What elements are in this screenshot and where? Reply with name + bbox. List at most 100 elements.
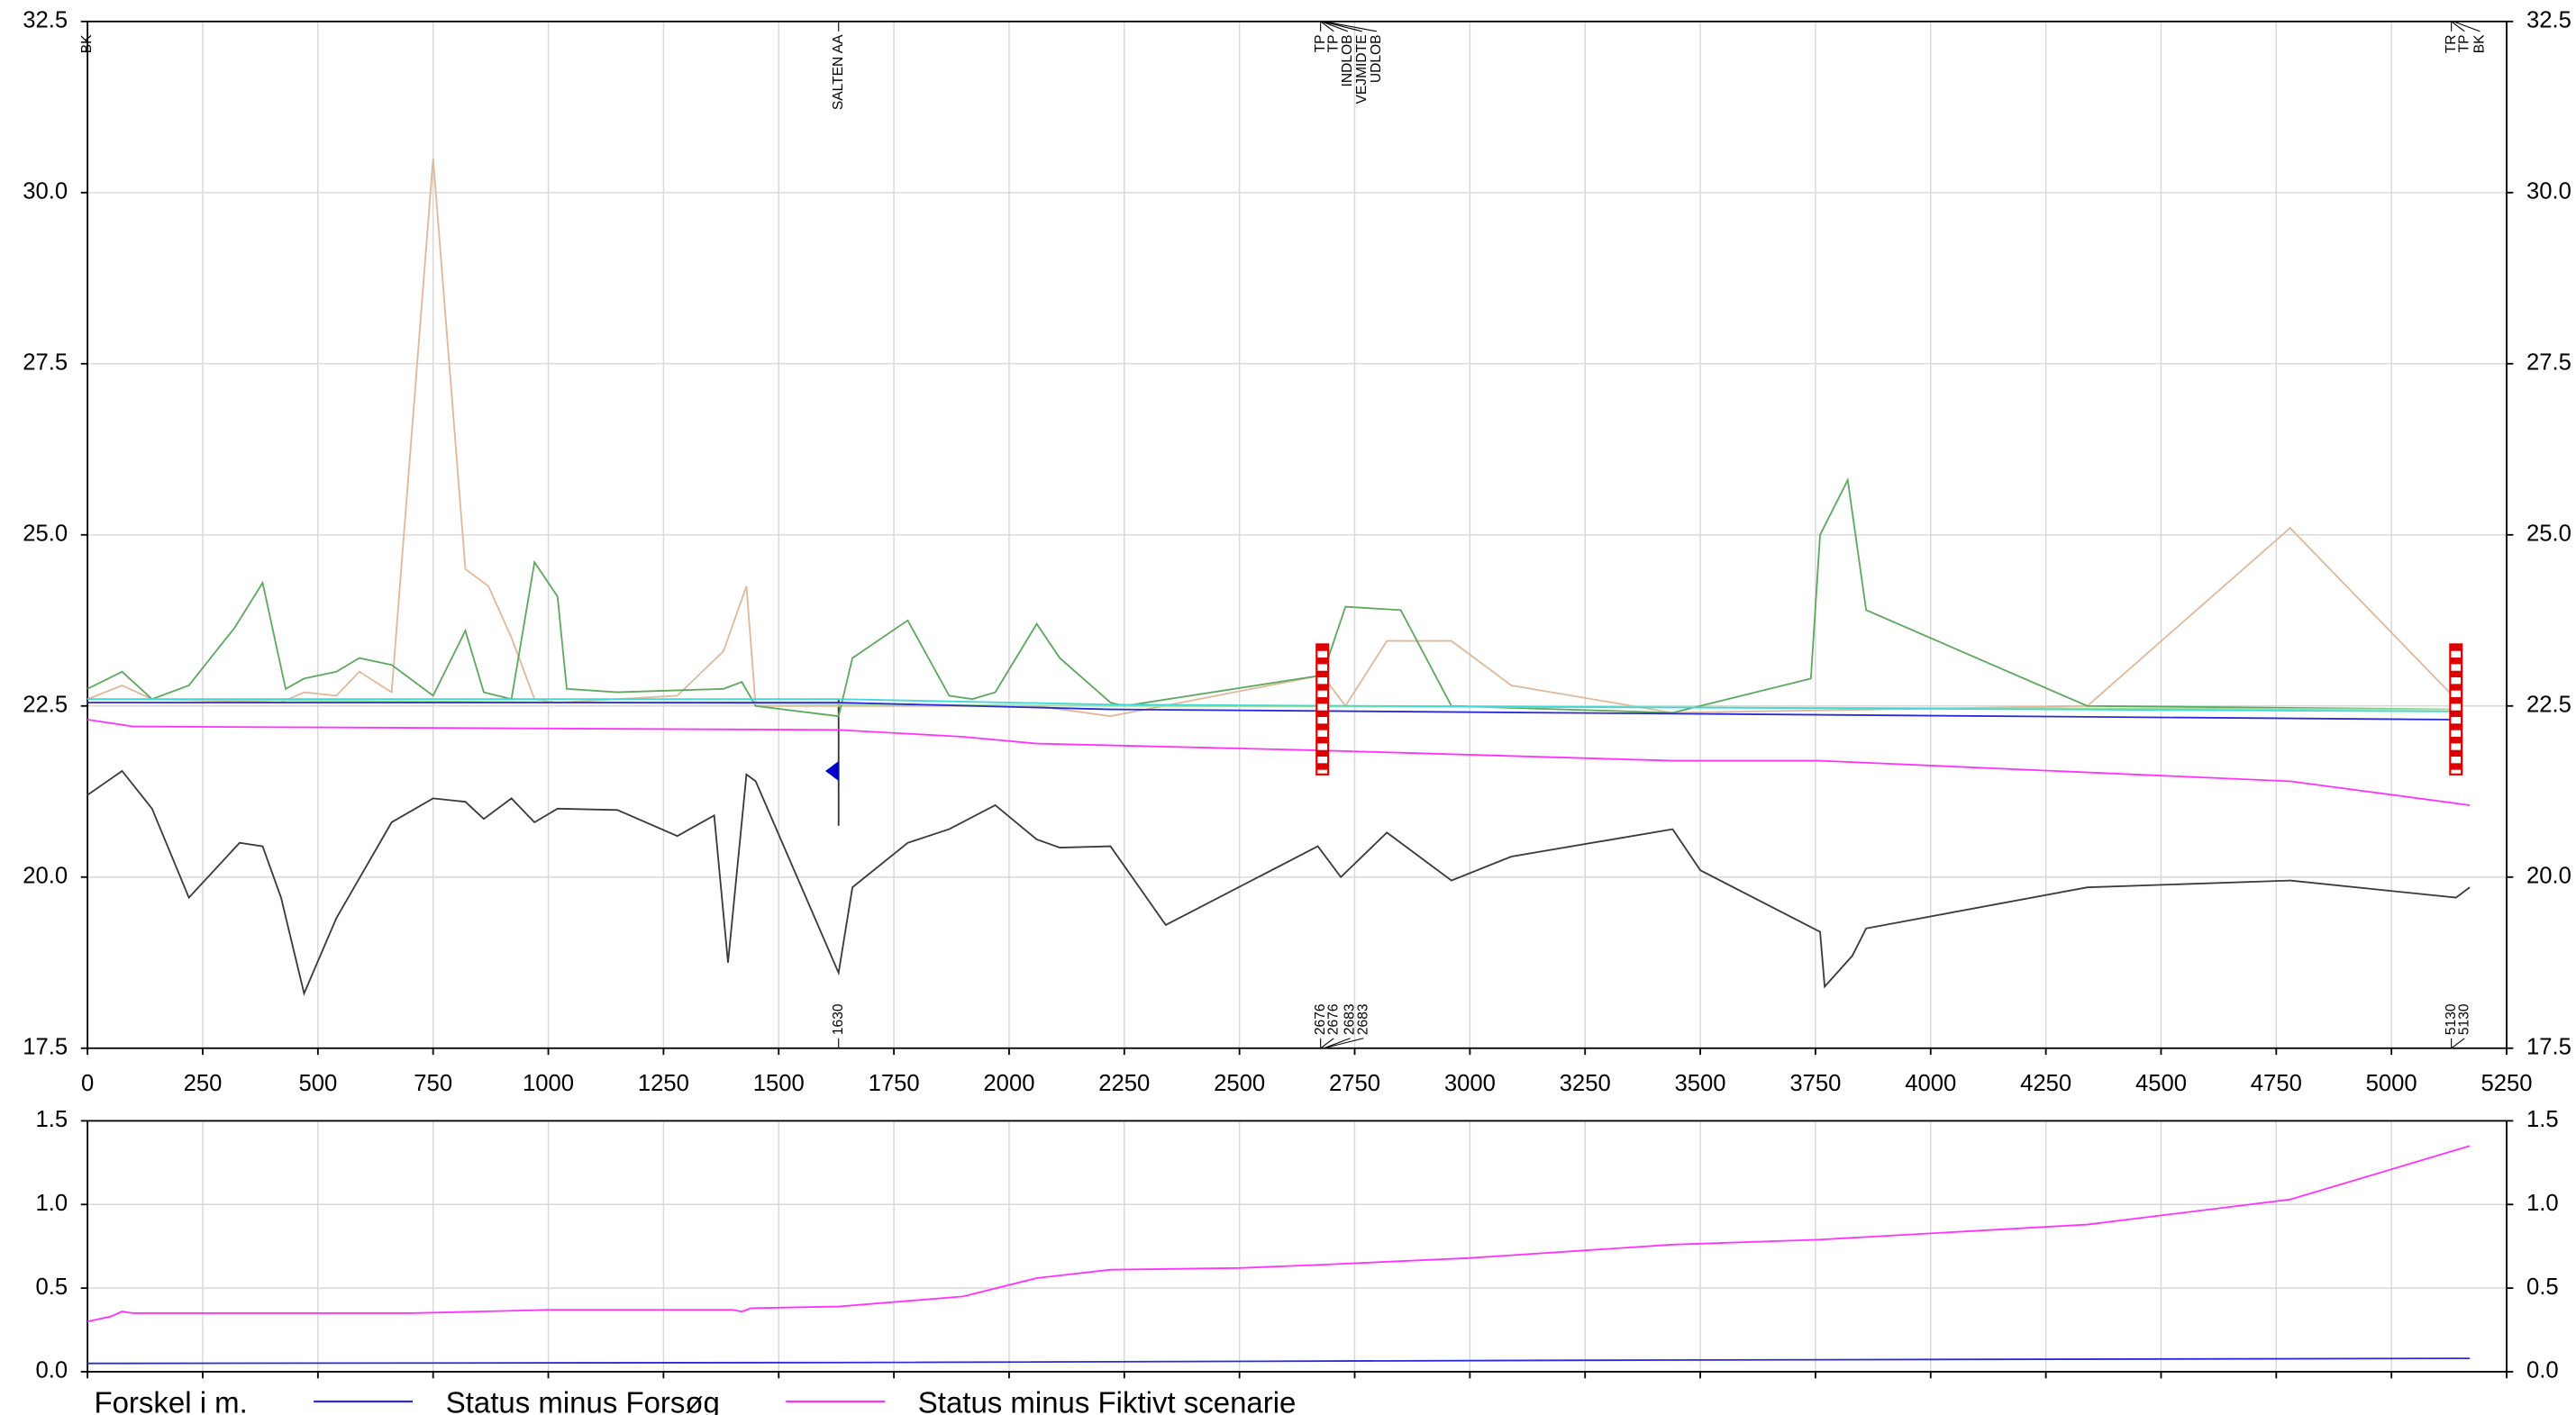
series-line xyxy=(86,476,2456,718)
structure-stripe xyxy=(2450,697,2462,704)
y2-tick-label: 32.5 xyxy=(2526,8,2571,33)
annotation: 2676 xyxy=(1325,1003,1341,1035)
y2-tick-label: 17.5 xyxy=(2526,1035,2571,1060)
marker xyxy=(825,760,839,781)
annotation-leader xyxy=(1322,21,1362,32)
x-tick-label: 3750 xyxy=(1789,1071,1841,1096)
y2-tick-label: 1.5 xyxy=(2526,1107,2559,1132)
y-tick-label: 25.0 xyxy=(23,522,68,547)
x-tick-label: 1750 xyxy=(869,1071,920,1096)
annotation: TP xyxy=(2456,34,2471,52)
series-line xyxy=(87,698,2456,712)
annotation: 2683 xyxy=(1343,1003,1358,1035)
structure xyxy=(1315,643,1330,776)
x-tick-label: 3000 xyxy=(1444,1071,1496,1096)
annotation: TR xyxy=(2444,34,2459,53)
legend-label: Status minus Forsøg xyxy=(446,1385,720,1415)
structure-stripe xyxy=(1316,658,1329,665)
annotation-leader xyxy=(2451,21,2465,32)
x-tick-label: 4500 xyxy=(2135,1071,2187,1096)
x-tick-label: 2500 xyxy=(1214,1071,1265,1096)
x-tick-label: 4250 xyxy=(2020,1071,2071,1096)
legend-title: Forskel i m. xyxy=(94,1385,247,1415)
structure-stripe xyxy=(2450,644,2462,651)
annotation: 1630 xyxy=(831,1003,846,1035)
annotation: VEJMIDTE xyxy=(1354,34,1370,104)
y-tick-label: 30.0 xyxy=(23,179,68,204)
y2-tick-label: 1.0 xyxy=(2526,1191,2559,1216)
x-tick-label: 2000 xyxy=(983,1071,1034,1096)
structure-stripe xyxy=(1316,723,1329,730)
y-tick-label: 17.5 xyxy=(23,1035,68,1060)
x-tick-label: 3500 xyxy=(1675,1071,1726,1096)
y-tick-label: 0.5 xyxy=(35,1274,68,1300)
series-line xyxy=(86,769,2471,996)
annotation: 2683 xyxy=(1355,1003,1370,1035)
annotation: TP xyxy=(1325,34,1341,52)
legend-label: Status minus Fiktivt scenarie xyxy=(918,1385,1297,1415)
x-tick-label: 500 xyxy=(298,1071,337,1096)
annotation: UDLOB xyxy=(1369,34,1384,83)
x-tick-label: 2750 xyxy=(1329,1071,1380,1096)
structure-stripe xyxy=(1316,749,1329,757)
plot-frame xyxy=(86,20,2508,1049)
annotation: BK xyxy=(79,34,95,53)
structure-stripe xyxy=(2450,684,2462,691)
y2-tick-label: 0.5 xyxy=(2526,1274,2559,1300)
annotation-leader xyxy=(1321,21,1349,32)
structure-stripe xyxy=(2450,658,2462,665)
annotation: 2676 xyxy=(1313,1003,1328,1035)
y2-tick-label: 22.5 xyxy=(2526,693,2571,718)
y2-tick-label: 0.0 xyxy=(2526,1358,2559,1383)
x-tick-label: 1250 xyxy=(638,1071,689,1096)
x-tick-label: 250 xyxy=(184,1071,223,1096)
series-line xyxy=(87,702,2456,721)
structure xyxy=(2449,643,2463,776)
y-tick-label: 0.0 xyxy=(35,1358,68,1383)
annotation: BK xyxy=(2472,34,2488,53)
x-tick-label: 3250 xyxy=(1560,1071,1611,1096)
x-tick-label: 4750 xyxy=(2251,1071,2302,1096)
annotation: INDLOB xyxy=(1340,34,1355,86)
y2-tick-label: 30.0 xyxy=(2526,179,2571,204)
y-tick-label: 22.5 xyxy=(23,693,68,718)
structure-stripe xyxy=(2450,723,2462,730)
series-line xyxy=(87,1357,2471,1365)
y-tick-label: 1.5 xyxy=(35,1107,68,1132)
y-tick-label: 32.5 xyxy=(23,8,68,33)
structure-stripe xyxy=(2450,710,2462,718)
structure-stripe xyxy=(2450,737,2462,744)
annotation-leader xyxy=(1320,1038,1334,1049)
structure-stripe xyxy=(1316,697,1329,704)
x-tick-label: 0 xyxy=(81,1071,94,1096)
x-tick-label: 5250 xyxy=(2481,1071,2533,1096)
series-line xyxy=(86,719,2471,806)
y2-tick-label: 20.0 xyxy=(2526,864,2571,889)
series-line xyxy=(87,698,2456,711)
y-tick-label: 20.0 xyxy=(23,864,68,889)
structure-stripe xyxy=(2450,670,2462,678)
series-line xyxy=(86,1145,2471,1323)
y2-tick-label: 27.5 xyxy=(2526,350,2571,376)
structure-stripe xyxy=(2450,763,2462,770)
annotation-leader xyxy=(1320,21,1334,32)
annotation-leader xyxy=(1324,1038,1351,1049)
annotation-leader xyxy=(2453,21,2480,32)
structure-stripe xyxy=(1316,670,1329,678)
y2-tick-label: 25.0 xyxy=(2526,522,2571,547)
annotation-leader xyxy=(1324,21,1377,32)
annotation: TP xyxy=(1313,34,1328,52)
annotation-leader xyxy=(1324,1038,1364,1049)
x-tick-label: 4000 xyxy=(1905,1071,1956,1096)
y-tick-label: 1.0 xyxy=(35,1191,68,1216)
y-tick-label: 27.5 xyxy=(23,350,68,376)
annotation-leader xyxy=(2451,1038,2465,1049)
x-tick-label: 2250 xyxy=(1098,1071,1150,1096)
structure-stripe xyxy=(2450,749,2462,757)
structure-stripe xyxy=(1316,737,1329,744)
structure-stripe xyxy=(1316,684,1329,691)
annotation: 5130 xyxy=(2456,1003,2471,1035)
structure-stripe xyxy=(1316,710,1329,718)
